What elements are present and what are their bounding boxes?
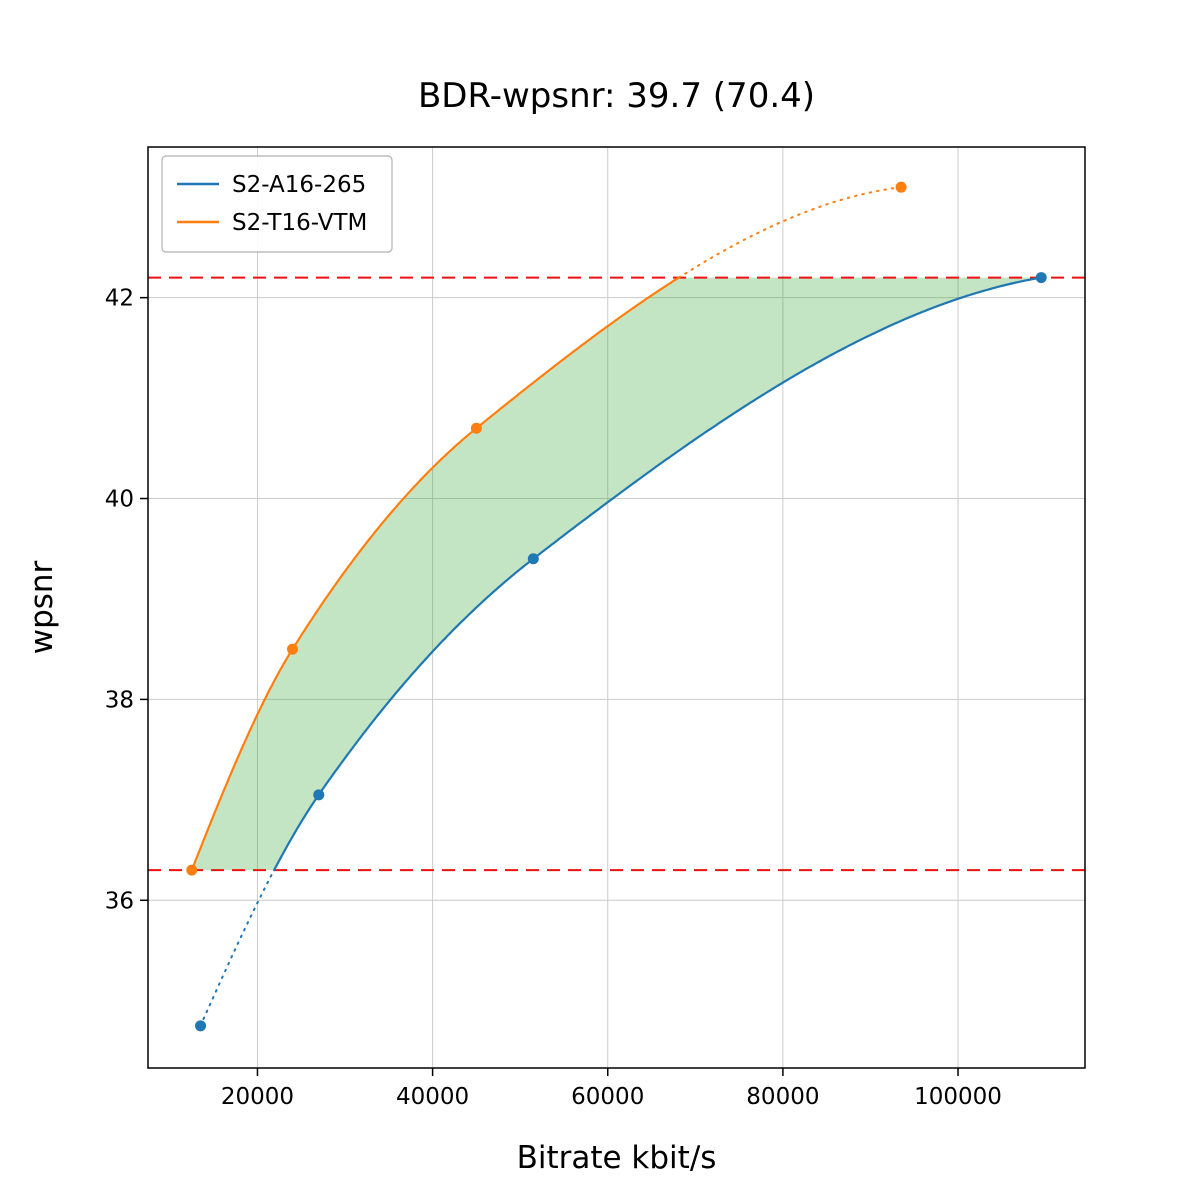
data-point-marker	[286, 643, 298, 655]
x-tick-label: 80000	[746, 1084, 819, 1110]
bd-shaded-region	[191, 277, 1042, 871]
x-tick-label: 40000	[396, 1084, 469, 1110]
data-point-marker	[470, 422, 482, 434]
legend-label: S2-A16-265	[232, 172, 366, 198]
data-point-marker	[195, 1020, 207, 1032]
series-curve	[190, 276, 680, 872]
chart-title: BDR-wpsnr: 39.7 (70.4)	[418, 76, 815, 116]
series-curve-dotted	[677, 186, 903, 279]
series-curve-dotted	[199, 869, 276, 1027]
legend-box	[161, 155, 393, 253]
series-curve	[273, 276, 1043, 872]
axes-frame	[147, 146, 1086, 1069]
legend-label: S2-T16-VTM	[232, 210, 367, 236]
data-point-marker	[895, 181, 907, 193]
y-tick-label: 36	[105, 888, 134, 914]
y-axis-label: wpsnr	[24, 560, 60, 654]
data-point-marker	[527, 553, 539, 565]
x-tick-label: 20000	[221, 1084, 294, 1110]
x-axis-label: Bitrate kbit/s	[517, 1140, 717, 1176]
data-point-marker	[1035, 272, 1047, 284]
x-tick-label: 100000	[914, 1084, 1002, 1110]
y-tick-label: 40	[105, 487, 134, 513]
legend: S2-A16-265 S2-T16-VTM	[161, 155, 393, 253]
y-tick-label: 42	[105, 286, 134, 312]
x-tick-label: 60000	[571, 1084, 644, 1110]
y-tick-label: 38	[105, 687, 134, 713]
data-point-marker	[186, 864, 198, 876]
data-point-marker	[313, 789, 325, 801]
